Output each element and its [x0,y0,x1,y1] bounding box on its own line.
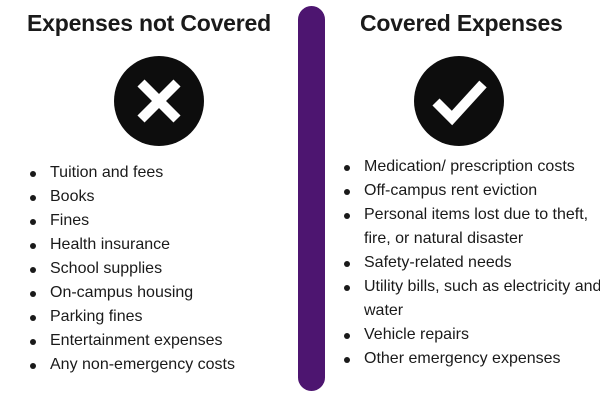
not-covered-column: Expenses not Covered Tuition and fees Bo… [26,10,296,377]
list-item: Books [26,185,296,209]
covered-column: Covered Expenses Medication/ prescriptio… [312,0,600,400]
list-item: Other emergency expenses [340,347,600,371]
list-item: Health insurance [26,233,296,257]
list-item: School supplies [26,257,296,281]
list-item: Utility bills, such as electricity and w… [340,275,600,323]
list-item: Tuition and fees [26,161,296,185]
list-item: Any non-emergency costs [26,353,296,377]
check-mark-icon [414,56,504,146]
list-item: Parking fines [26,305,296,329]
list-item: On-campus housing [26,281,296,305]
covered-heading: Covered Expenses [360,10,563,36]
column-divider [298,6,325,391]
x-mark-icon [114,56,204,146]
list-item: Entertainment expenses [26,329,296,353]
not-covered-list: Tuition and fees Books Fines Health insu… [26,161,296,377]
list-item: Off-campus rent eviction [340,179,600,203]
list-item: Personal items lost due to theft, fire, … [340,203,600,251]
list-item: Safety-related needs [340,251,600,275]
list-item: Vehicle repairs [340,323,600,347]
list-item: Fines [26,209,296,233]
list-item: Medication/ prescription costs [340,155,600,179]
covered-list: Medication/ prescription costs Off-campu… [340,155,600,371]
not-covered-heading: Expenses not Covered [27,10,271,36]
